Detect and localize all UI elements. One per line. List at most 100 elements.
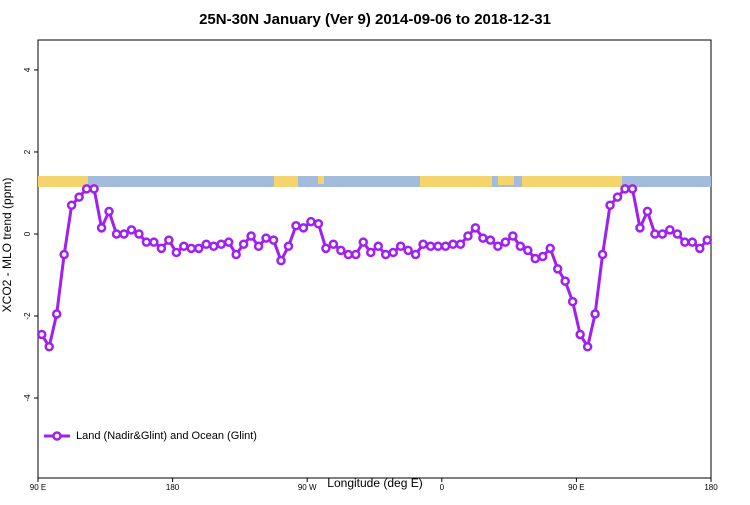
data-point — [149, 237, 159, 247]
data-point — [351, 249, 361, 260]
data-point — [672, 229, 683, 239]
data-point — [523, 245, 533, 256]
data-point — [96, 223, 107, 233]
y-axis-label: XCO2 - MLO trend (ppm) — [0, 178, 14, 313]
data-point — [680, 237, 690, 247]
data-point — [298, 223, 309, 233]
data-point — [373, 241, 383, 252]
data-point — [687, 237, 698, 247]
land-ocean-band — [38, 176, 711, 187]
data-point — [366, 247, 376, 258]
data-point — [306, 216, 316, 227]
data-point — [246, 231, 256, 241]
data-point — [231, 249, 241, 260]
data-point — [433, 241, 443, 252]
data-point — [104, 206, 114, 217]
x-axis-label: Longitude (deg E) — [327, 476, 422, 490]
data-point — [156, 243, 167, 254]
data-point — [253, 241, 264, 252]
data-point — [515, 241, 526, 252]
data-point — [455, 239, 466, 249]
data-point — [463, 231, 473, 241]
data-point — [642, 206, 653, 217]
land-band — [318, 176, 324, 184]
data-point — [508, 231, 518, 241]
data-point — [500, 237, 511, 247]
data-point — [395, 241, 406, 252]
data-point — [164, 235, 174, 245]
land-band — [420, 176, 492, 187]
land-band — [522, 176, 622, 187]
data-point — [627, 184, 638, 194]
data-point — [216, 239, 226, 249]
data-point — [418, 239, 428, 249]
data-point — [186, 243, 197, 254]
data-point — [440, 241, 451, 252]
y-tick-label: 0 — [23, 231, 32, 236]
data-point — [81, 184, 92, 194]
data-point — [141, 237, 152, 247]
data-point — [425, 241, 436, 252]
x-tick-label: 90 E — [30, 483, 46, 492]
data-point — [538, 251, 548, 262]
data-point — [74, 192, 84, 202]
data-point — [44, 342, 54, 352]
data-point — [448, 239, 458, 249]
data-point — [702, 235, 713, 245]
x-tick-label: 0 — [440, 483, 445, 492]
data-point — [657, 229, 668, 239]
data-point — [493, 241, 503, 252]
data-point — [134, 229, 144, 239]
data-point — [51, 309, 62, 319]
data-point — [238, 239, 249, 249]
data-point — [89, 184, 99, 194]
data-point — [126, 225, 137, 235]
land-band — [498, 176, 514, 185]
data-point — [552, 264, 563, 274]
data-point — [119, 229, 129, 239]
data-point — [485, 235, 496, 245]
legend-label: Land (Nadir&Glint) and Ocean (Glint) — [76, 430, 257, 442]
legend-marker — [52, 431, 62, 441]
data-point — [313, 218, 324, 229]
data-point — [665, 225, 675, 235]
data-point — [171, 247, 182, 258]
series-line — [40, 187, 709, 351]
data-point — [567, 296, 578, 307]
y-tick-label: -4 — [23, 394, 32, 402]
data-point — [650, 229, 660, 239]
data-point — [328, 239, 339, 249]
chart-title: 25N-30N January (Ver 9) 2014-09-06 to 20… — [199, 11, 551, 28]
data-point — [575, 329, 585, 340]
data-point — [283, 241, 294, 252]
data-point — [111, 229, 122, 239]
data-point — [530, 253, 541, 264]
data-point — [336, 245, 346, 256]
data-point — [179, 241, 189, 252]
data-point — [410, 249, 421, 260]
data-point — [261, 233, 271, 243]
data-point — [268, 235, 279, 245]
data-point — [358, 237, 369, 247]
data-point — [597, 249, 608, 260]
data-point — [545, 243, 555, 254]
data-point — [223, 237, 234, 247]
data-point — [208, 241, 219, 252]
data-point — [194, 243, 204, 254]
x-tick-label: 180 — [166, 483, 180, 492]
data-point — [470, 223, 481, 233]
land-band — [274, 176, 298, 187]
data-point — [478, 233, 488, 243]
plot-frame — [37, 39, 712, 479]
data-point — [620, 184, 630, 194]
data-point — [343, 249, 354, 260]
land-band — [38, 176, 88, 187]
ocean-band — [38, 176, 711, 187]
data-point — [291, 221, 301, 231]
data-point — [403, 245, 413, 256]
data-point — [635, 223, 645, 233]
x-tick-label: 180 — [704, 483, 718, 492]
data-point — [276, 255, 286, 266]
data-point — [380, 249, 391, 260]
